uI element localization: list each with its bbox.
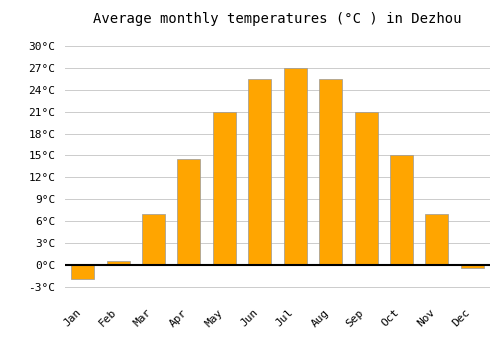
Bar xyxy=(284,68,306,265)
Title: Average monthly temperatures (°C ) in Dezhou: Average monthly temperatures (°C ) in De… xyxy=(93,12,462,26)
Bar xyxy=(71,265,94,279)
Bar xyxy=(426,214,448,265)
Bar xyxy=(390,155,413,265)
Bar xyxy=(248,79,272,265)
Bar xyxy=(354,112,378,265)
Bar xyxy=(319,79,342,265)
Bar xyxy=(106,261,130,265)
Bar xyxy=(213,112,236,265)
Bar xyxy=(461,265,484,268)
Bar xyxy=(142,214,165,265)
Bar xyxy=(178,159,201,265)
